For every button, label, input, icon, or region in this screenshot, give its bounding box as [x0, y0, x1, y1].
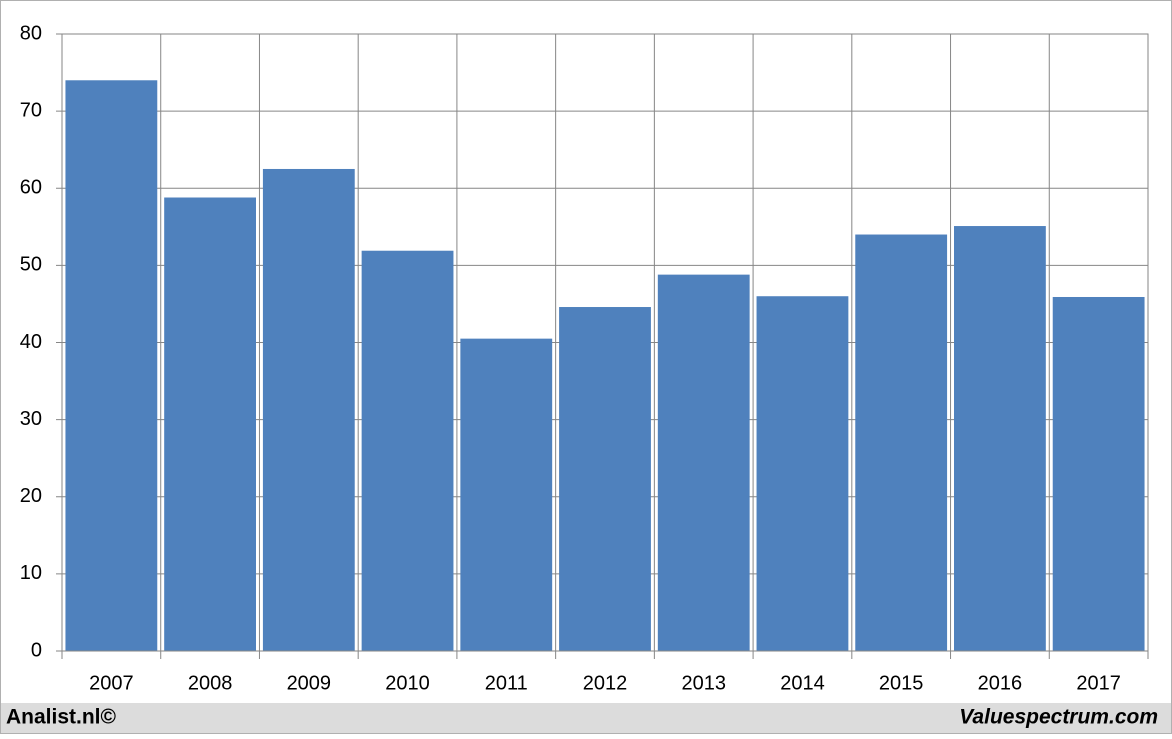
bar — [361, 250, 454, 651]
y-tick-label: 0 — [31, 639, 42, 661]
x-tick-label: 2017 — [1076, 672, 1121, 694]
x-tick-label: 2013 — [681, 672, 726, 694]
bar — [1052, 296, 1145, 651]
y-tick-label: 50 — [20, 254, 42, 276]
bar — [460, 338, 553, 651]
x-tick-label: 2012 — [583, 672, 628, 694]
x-tick-label: 2009 — [287, 672, 332, 694]
bar — [65, 80, 158, 651]
x-tick-label: 2007 — [89, 672, 134, 694]
x-tick-label: 2011 — [485, 672, 528, 694]
bar — [262, 168, 355, 651]
y-tick-label: 10 — [20, 562, 42, 584]
bar — [559, 307, 651, 651]
x-tick-label: 2014 — [780, 672, 825, 694]
bar — [657, 274, 750, 651]
y-tick-label: 30 — [20, 408, 42, 430]
y-tick-label: 40 — [20, 331, 42, 353]
bar — [756, 296, 849, 651]
y-tick-label: 20 — [20, 485, 42, 507]
y-tick-label: 70 — [20, 99, 42, 121]
bar — [855, 234, 948, 651]
footer-left: Analist.nl© — [6, 706, 117, 729]
bar — [954, 226, 1046, 651]
bar — [164, 197, 256, 651]
y-tick-label: 80 — [20, 22, 42, 44]
x-tick-label: 2016 — [978, 672, 1023, 694]
x-tick-label: 2010 — [385, 672, 430, 694]
x-tick-label: 2008 — [188, 672, 233, 694]
y-tick-label: 60 — [20, 177, 42, 199]
footer-right: Valuespectrum.com — [959, 706, 1158, 729]
footer-band — [1, 703, 1171, 733]
x-tick-label: 2015 — [879, 672, 924, 694]
